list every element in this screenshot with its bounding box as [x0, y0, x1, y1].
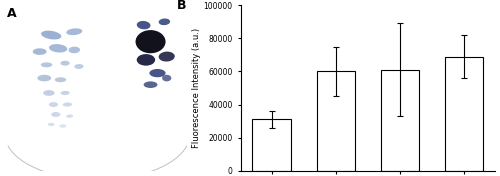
Ellipse shape: [63, 102, 72, 107]
Bar: [252, 120, 291, 171]
Y-axis label: Fluorescence Intensity (a.u.): Fluorescence Intensity (a.u.): [192, 28, 200, 148]
Ellipse shape: [66, 114, 73, 118]
Bar: [445, 56, 484, 171]
Ellipse shape: [60, 61, 70, 66]
Ellipse shape: [137, 21, 150, 29]
Ellipse shape: [41, 31, 62, 39]
Ellipse shape: [49, 44, 68, 52]
Ellipse shape: [51, 112, 60, 117]
Ellipse shape: [48, 123, 54, 126]
Ellipse shape: [74, 64, 84, 69]
Ellipse shape: [150, 69, 166, 77]
Ellipse shape: [49, 102, 58, 107]
Ellipse shape: [158, 18, 170, 25]
Ellipse shape: [54, 77, 66, 82]
Ellipse shape: [136, 54, 155, 66]
Ellipse shape: [43, 90, 54, 96]
Ellipse shape: [158, 52, 175, 62]
Bar: [381, 70, 420, 171]
Ellipse shape: [60, 91, 70, 95]
Text: B: B: [178, 0, 187, 12]
Ellipse shape: [144, 81, 158, 88]
Ellipse shape: [41, 62, 52, 67]
Ellipse shape: [66, 28, 82, 35]
Ellipse shape: [32, 48, 46, 55]
Ellipse shape: [68, 47, 80, 53]
Text: A: A: [8, 7, 17, 20]
Ellipse shape: [162, 75, 172, 81]
Ellipse shape: [38, 75, 51, 81]
Ellipse shape: [60, 124, 66, 128]
Ellipse shape: [136, 30, 166, 53]
Bar: [316, 71, 355, 171]
